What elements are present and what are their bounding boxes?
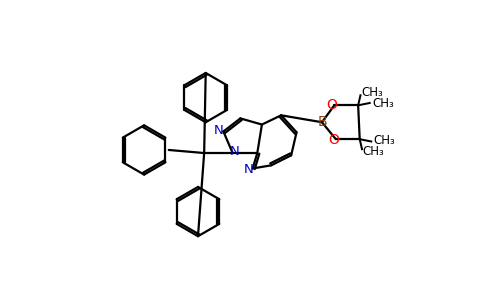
- Text: CH₃: CH₃: [363, 145, 384, 158]
- Text: N: N: [214, 124, 224, 137]
- Text: B: B: [317, 115, 327, 129]
- Text: N: N: [229, 145, 239, 158]
- Text: CH₃: CH₃: [361, 86, 383, 100]
- Text: O: O: [327, 98, 337, 112]
- Text: O: O: [328, 133, 339, 147]
- Text: N: N: [244, 164, 254, 176]
- Text: CH₃: CH₃: [372, 97, 394, 110]
- Text: CH₃: CH₃: [374, 134, 395, 147]
